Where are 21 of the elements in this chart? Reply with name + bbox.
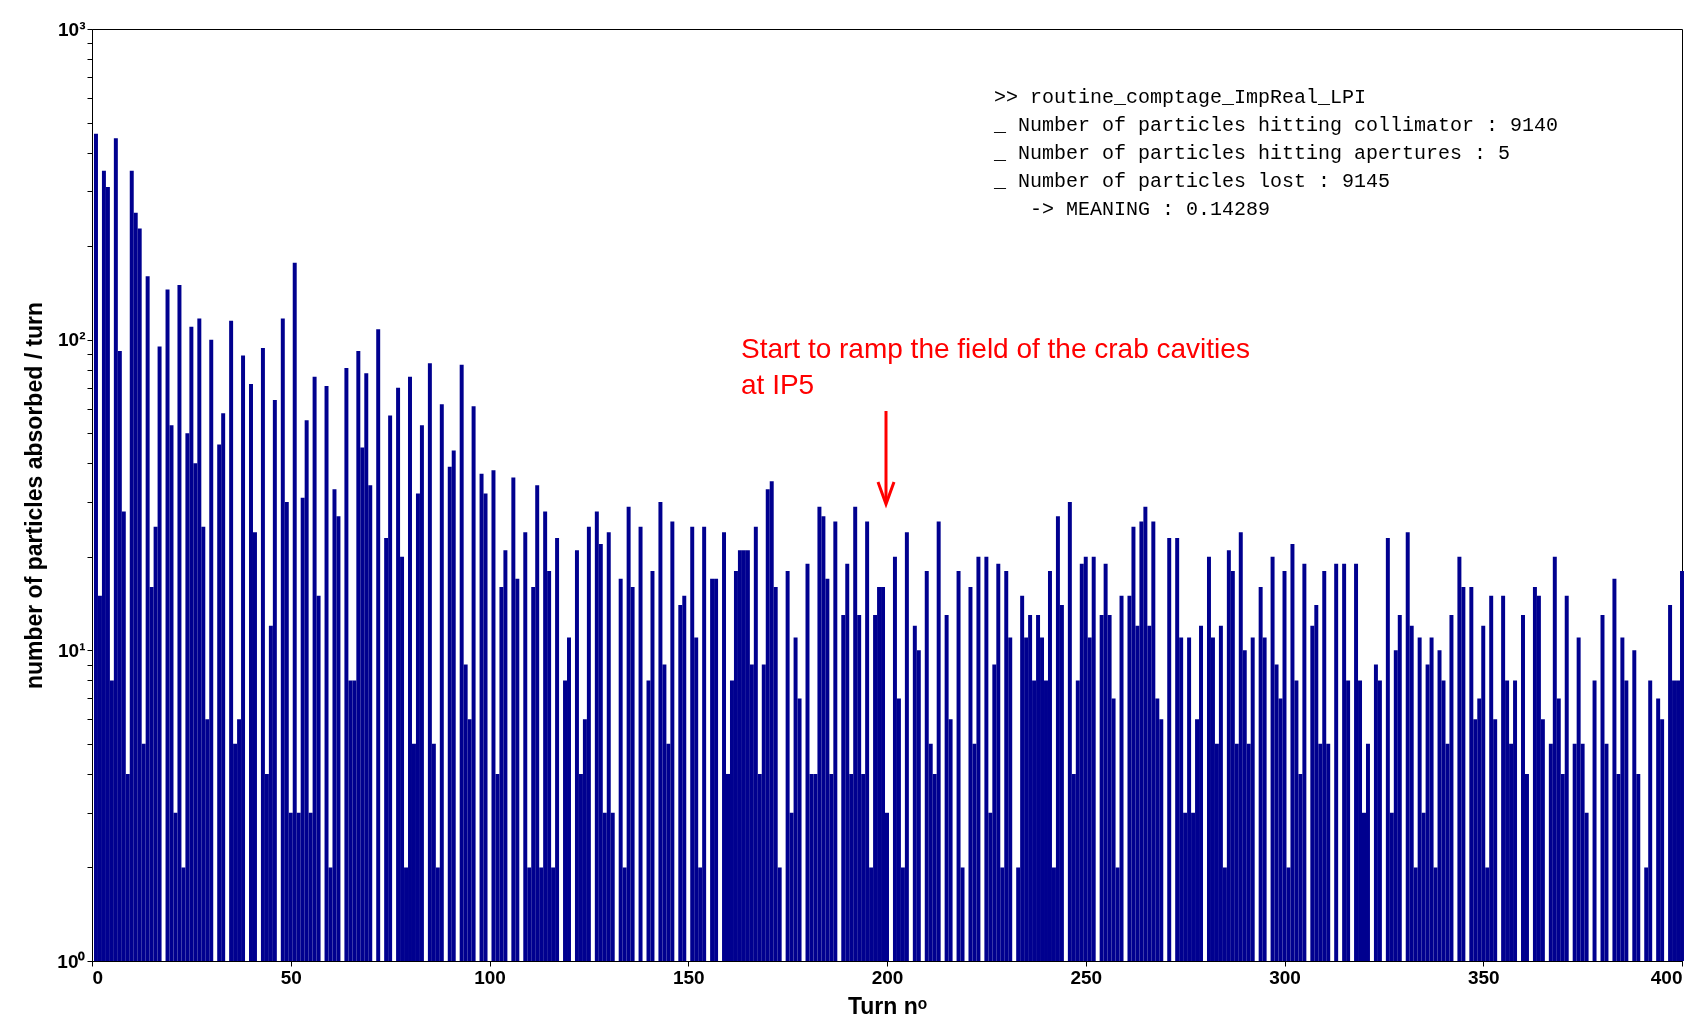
annotation: _ Number of particles hitting apertures : 5 — [994, 141, 1512, 167]
x-tick-label: 0 — [92, 966, 104, 988]
y-axis-title: number of particles absorbed / turn — [21, 301, 48, 690]
y-tick-label: 10⁰ — [57, 950, 86, 972]
y-tick-label: 10¹ — [58, 639, 86, 661]
x-tick-label: 350 — [1467, 966, 1500, 988]
y-tick-label: 10³ — [58, 18, 86, 40]
x-tick-label: 50 — [280, 966, 302, 988]
x-tick-label: 400 — [1650, 966, 1683, 988]
annotation: Start to ramp the field of the crab cavities at IP5 — [741, 332, 1251, 402]
x-axis-title: Turn nᵒ — [847, 992, 928, 1019]
x-tick-label: 100 — [474, 966, 506, 988]
annotation: -> MEANING : 0.14289 — [1029, 197, 1272, 223]
annotation: _ Number of particles lost : 9145 — [994, 169, 1392, 195]
annotation: _ Number of particles hitting collimator : 9140 — [994, 113, 1559, 139]
annotation: >> routine_comptage_ImpReal_LPI — [994, 85, 1368, 111]
x-tick-label: 150 — [672, 966, 705, 988]
y-tick-label: 10² — [58, 329, 86, 351]
x-tick-label: 250 — [1070, 966, 1103, 988]
x-tick-label: 200 — [871, 966, 904, 988]
x-tick-label: 300 — [1269, 966, 1301, 988]
